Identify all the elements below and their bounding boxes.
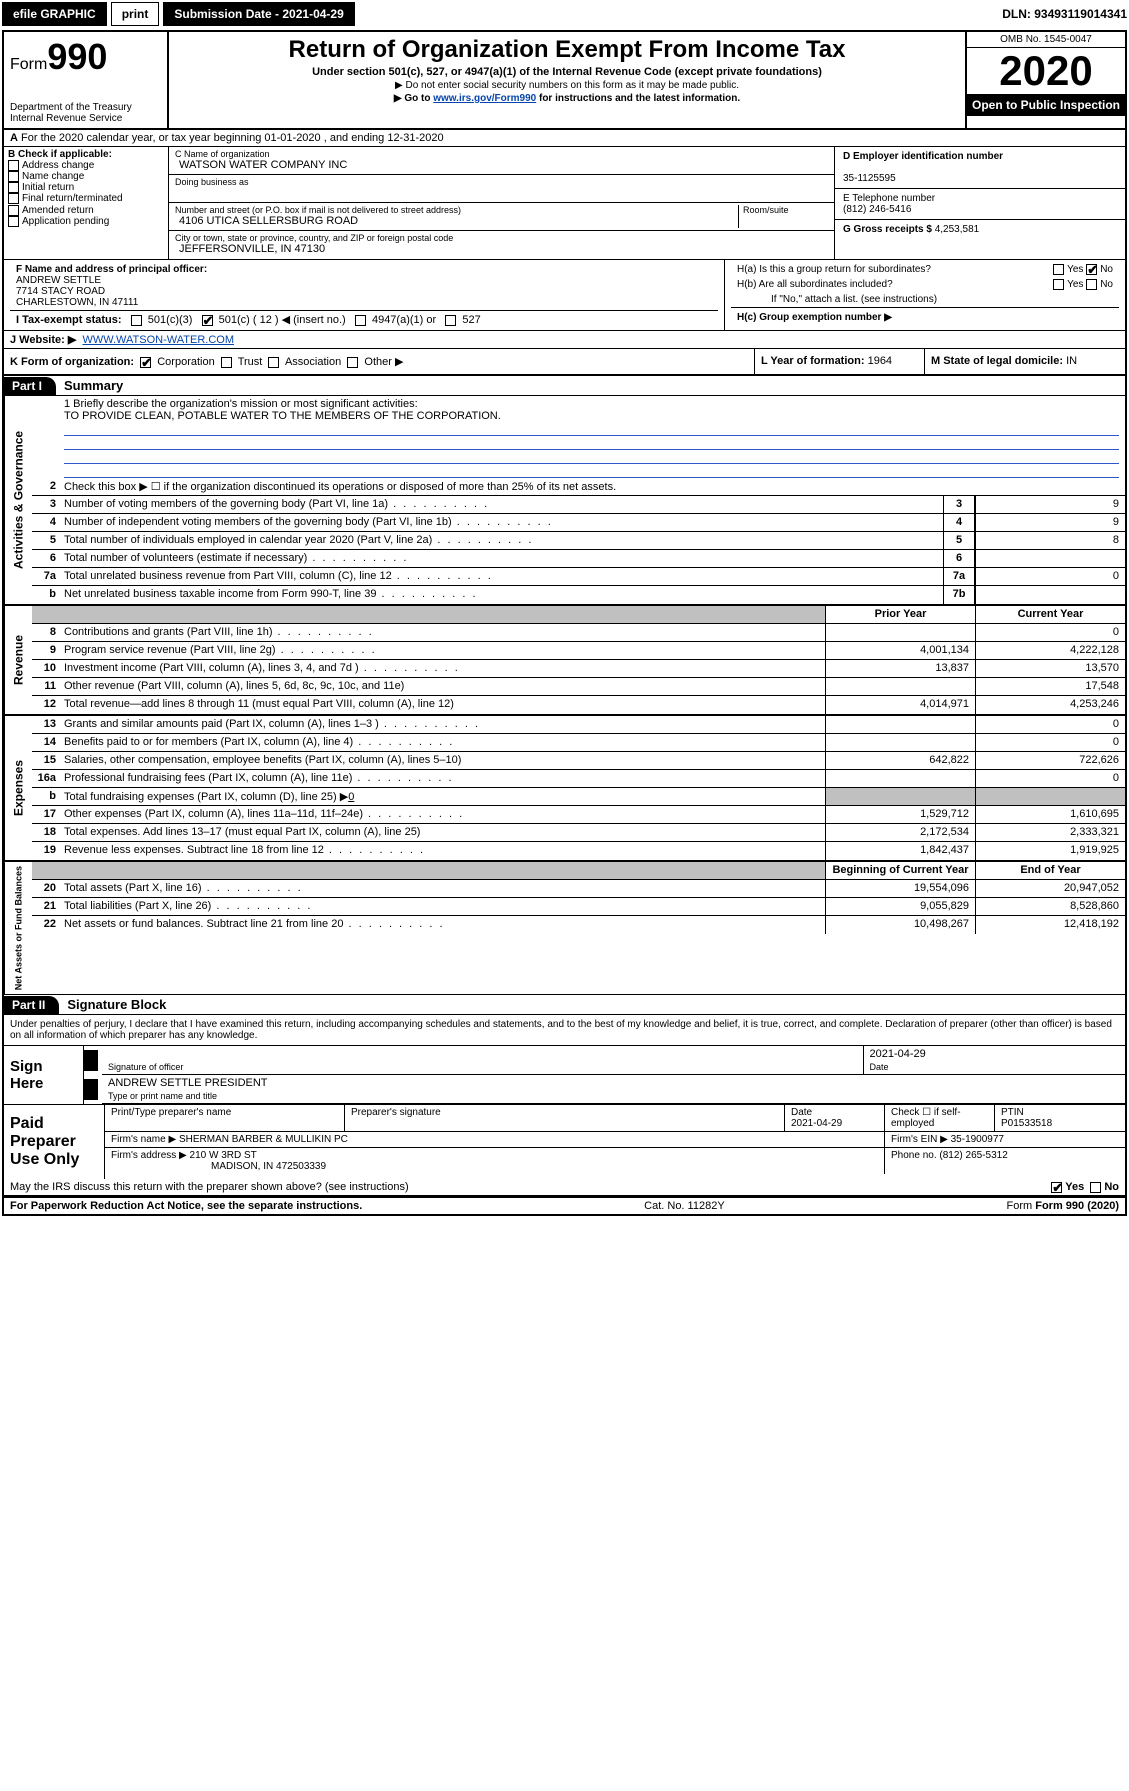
top-toolbar: efile GRAPHIC print Submission Date - 20… [0, 0, 1129, 28]
discuss-line: May the IRS discuss this return with the… [4, 1179, 1125, 1197]
room-label: Room/suite [743, 205, 828, 215]
officer-label: F Name and address of principal officer: [16, 264, 207, 275]
open-public-badge: Open to Public Inspection [967, 94, 1125, 116]
form-header: Form990 Department of the Treasury Inter… [4, 32, 1125, 130]
line-j-website: J Website: ▶ WWW.WATSON-WATER.COM [4, 331, 1125, 349]
side-label-governance: Activities & Governance [4, 396, 32, 604]
officer-group-block: F Name and address of principal officer:… [4, 260, 1125, 331]
efile-button[interactable]: efile GRAPHIC [2, 2, 107, 26]
hb-label: H(b) Are all subordinates included? [737, 279, 893, 290]
prior-year-header: Prior Year [825, 606, 975, 623]
city: JEFFERSONVILLE, IN 47130 [175, 243, 828, 255]
irs-link[interactable]: www.irs.gov/Form990 [433, 93, 536, 104]
val-3: 9 [975, 496, 1125, 513]
firm-name-link[interactable]: SHERMAN BARBER & MULLIKIN PC [179, 1134, 348, 1145]
ein-value: 35-1125595 [843, 173, 896, 184]
end-year-header: End of Year [975, 862, 1125, 879]
val-7b [975, 586, 1125, 604]
val-6 [975, 550, 1125, 567]
address-label: Number and street (or P.O. box if mail i… [175, 205, 738, 215]
firm-ein: 35-1900977 [951, 1134, 1004, 1145]
discuss-yes-checkbox[interactable] [1051, 1182, 1062, 1193]
phone-value: (812) 246-5416 [843, 204, 911, 215]
gross-receipts-value: 4,253,581 [935, 224, 980, 235]
submission-date-badge: Submission Date - 2021-04-29 [163, 2, 354, 26]
firm-phone: (812) 265-5312 [939, 1150, 1007, 1161]
ha-label: H(a) Is this a group return for subordin… [737, 264, 931, 275]
part-2-header: Part II Signature Block [4, 995, 1125, 1015]
gross-receipts-label: G Gross receipts $ [843, 224, 932, 235]
officer-name: ANDREW SETTLE [16, 275, 101, 286]
sign-here-block: Sign Here Signature of officer 2021-04-2… [4, 1046, 1125, 1105]
officer-addr1: 7714 STACY ROAD [16, 286, 105, 297]
sign-here-label: Sign Here [4, 1046, 84, 1104]
ptin: P01533518 [1001, 1118, 1119, 1129]
form-number: Form990 [10, 36, 161, 78]
address: 4106 UTICA SELLERSBURG ROAD [175, 215, 738, 227]
net-assets-section: Net Assets or Fund Balances Beginning of… [4, 862, 1125, 995]
mission-answer: TO PROVIDE CLEAN, POTABLE WATER TO THE M… [64, 410, 1119, 422]
side-label-expenses: Expenses [4, 716, 32, 860]
instructions-link-line: ▶ Go to www.irs.gov/Form990 for instruct… [177, 93, 957, 104]
state-domicile: IN [1066, 355, 1077, 367]
print-button[interactable]: print [111, 2, 160, 26]
arrow-icon [84, 1050, 98, 1071]
form-title: Return of Organization Exempt From Incom… [177, 36, 957, 64]
org-info-block: B Check if applicable: Address change Na… [4, 147, 1125, 260]
val-4: 9 [975, 514, 1125, 531]
city-label: City or town, state or province, country… [175, 233, 828, 243]
form-990: Form990 Department of the Treasury Inter… [2, 30, 1127, 1216]
revenue-section: Revenue Prior YearCurrent Year 8Contribu… [4, 606, 1125, 716]
org-name-label: C Name of organization [175, 149, 828, 159]
perjury-statement: Under penalties of perjury, I declare th… [4, 1015, 1125, 1046]
line-k-l-m: K Form of organization: Corporation Trus… [4, 349, 1125, 376]
expenses-section: Expenses 13Grants and similar amounts pa… [4, 716, 1125, 862]
mission-question: 1 Briefly describe the organization's mi… [64, 398, 1119, 410]
part-1-header: Part I Summary [4, 376, 1125, 396]
line-a-tax-year: A For the 2020 calendar year, or tax yea… [4, 130, 1125, 147]
side-label-netassets: Net Assets or Fund Balances [4, 862, 32, 994]
hc-label: H(c) Group exemption number ▶ [737, 312, 892, 323]
501c-checkbox[interactable] [202, 315, 213, 326]
dln-label: DLN: 93493119014341 [1002, 7, 1127, 21]
form-subtitle: Under section 501(c), 527, or 4947(a)(1)… [177, 66, 957, 78]
side-label-revenue: Revenue [4, 606, 32, 714]
org-name: WATSON WATER COMPANY INC [175, 159, 828, 171]
ein-label: D Employer identification number [843, 151, 1003, 162]
val-5: 8 [975, 532, 1125, 549]
ha-no-checkbox[interactable] [1086, 264, 1097, 275]
hb-note: If "No," attach a list. (see instruction… [731, 292, 1119, 307]
activities-governance-section: Activities & Governance 1 Briefly descri… [4, 396, 1125, 606]
website-link[interactable]: WWW.WATSON-WATER.COM [82, 334, 234, 346]
officer-typed-name: ANDREW SETTLE PRESIDENT [108, 1077, 1119, 1091]
val-7a: 0 [975, 568, 1125, 585]
form-footer: For Paperwork Reduction Act Notice, see … [4, 1197, 1125, 1214]
sig-date: 2021-04-29 [870, 1048, 1120, 1062]
line-i-label: I Tax-exempt status: [16, 314, 122, 326]
officer-addr2: CHARLESTOWN, IN 47111 [16, 297, 138, 308]
tax-year: 2020 [967, 48, 1125, 94]
ssn-warning: ▶ Do not enter social security numbers o… [177, 80, 957, 91]
phone-label: E Telephone number [843, 193, 935, 204]
current-year-header: Current Year [975, 606, 1125, 623]
paid-preparer-block: Paid Preparer Use Only Print/Type prepar… [4, 1105, 1125, 1179]
box-b-checkboxes: B Check if applicable: Address change Na… [4, 147, 169, 259]
dept-treasury: Department of the Treasury Internal Reve… [10, 102, 161, 124]
dba-label: Doing business as [175, 177, 828, 187]
arrow-icon [84, 1079, 98, 1100]
begin-year-header: Beginning of Current Year [825, 862, 975, 879]
paid-preparer-label: Paid Preparer Use Only [4, 1105, 104, 1179]
omb-number: OMB No. 1545-0047 [967, 32, 1125, 48]
corporation-checkbox[interactable] [140, 357, 151, 368]
year-formation: 1964 [868, 355, 892, 367]
